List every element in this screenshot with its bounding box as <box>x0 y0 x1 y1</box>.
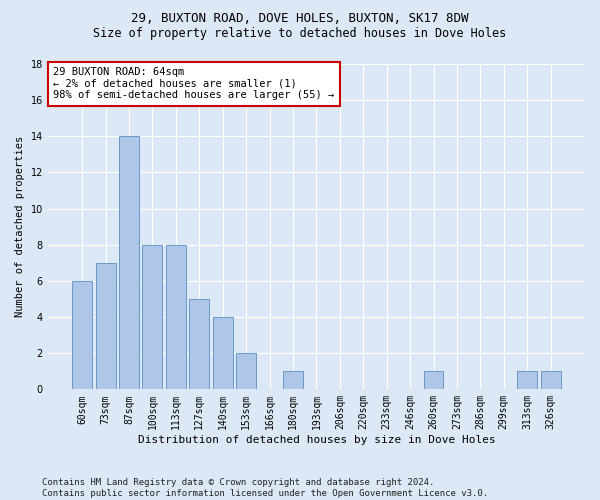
Bar <box>213 317 233 390</box>
Bar <box>166 244 186 390</box>
Bar <box>283 372 303 390</box>
Text: Contains HM Land Registry data © Crown copyright and database right 2024.
Contai: Contains HM Land Registry data © Crown c… <box>42 478 488 498</box>
Bar <box>95 263 116 390</box>
Text: Size of property relative to detached houses in Dove Holes: Size of property relative to detached ho… <box>94 28 506 40</box>
Bar <box>119 136 139 390</box>
Text: 29, BUXTON ROAD, DOVE HOLES, BUXTON, SK17 8DW: 29, BUXTON ROAD, DOVE HOLES, BUXTON, SK1… <box>131 12 469 26</box>
X-axis label: Distribution of detached houses by size in Dove Holes: Distribution of detached houses by size … <box>137 435 495 445</box>
Bar <box>72 281 92 390</box>
Bar <box>424 372 443 390</box>
Bar <box>236 353 256 390</box>
Bar <box>190 299 209 390</box>
Bar <box>517 372 537 390</box>
Bar <box>142 244 163 390</box>
Text: 29 BUXTON ROAD: 64sqm
← 2% of detached houses are smaller (1)
98% of semi-detach: 29 BUXTON ROAD: 64sqm ← 2% of detached h… <box>53 68 334 100</box>
Y-axis label: Number of detached properties: Number of detached properties <box>15 136 25 318</box>
Bar <box>541 372 560 390</box>
